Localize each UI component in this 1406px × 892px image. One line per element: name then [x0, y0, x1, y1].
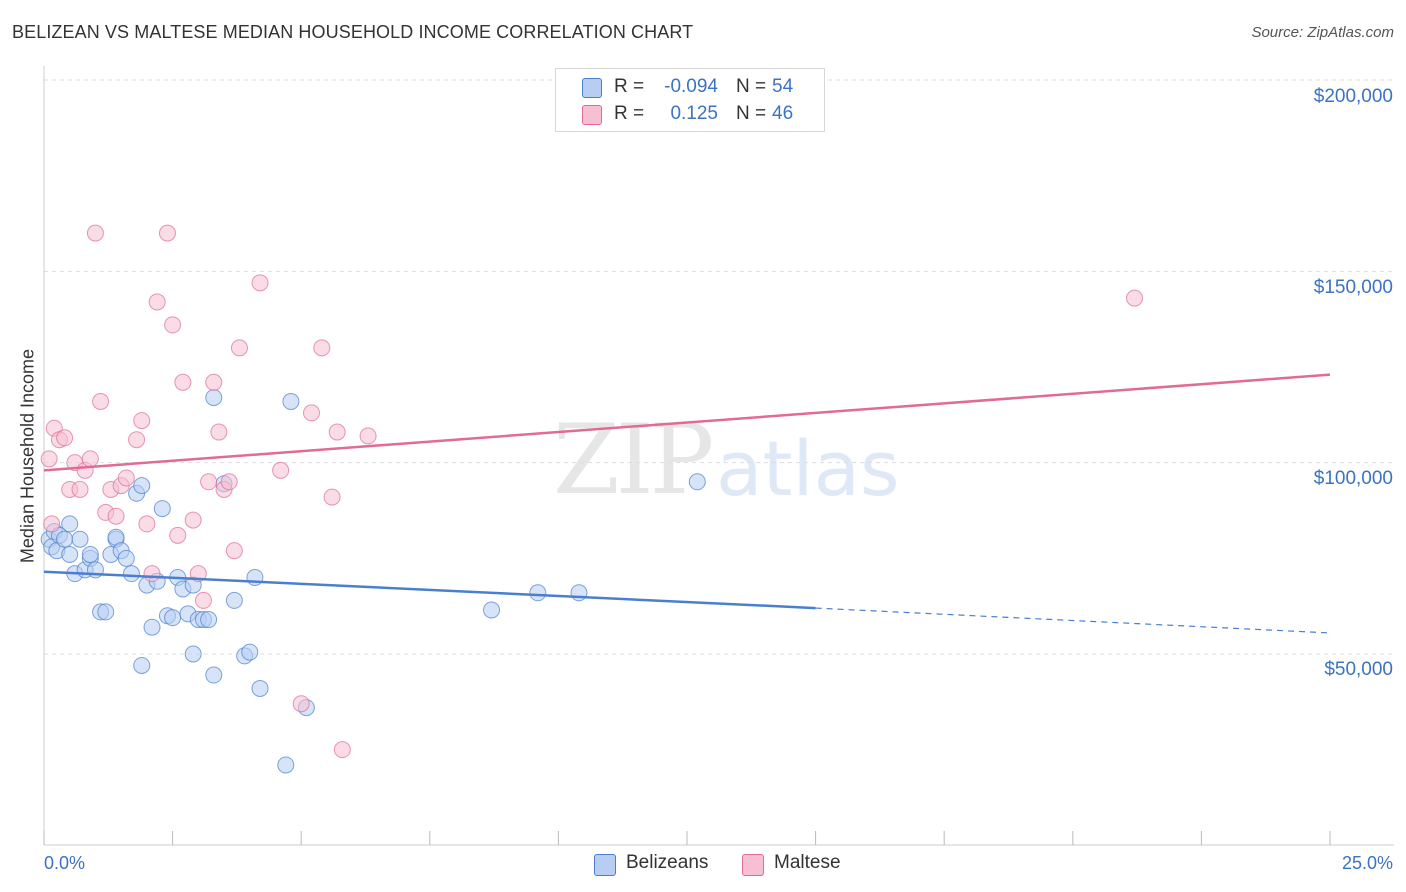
- legend-n-label: N =: [736, 103, 767, 124]
- x-tick-label-min: 0.0%: [44, 853, 86, 873]
- maltese-point: [117, 469, 135, 487]
- belizeans-point: [97, 603, 115, 621]
- belizeans-label: Belizeans: [626, 852, 709, 873]
- belizeans-point: [143, 618, 161, 636]
- maltese-label: Maltese: [774, 852, 841, 873]
- maltese-point: [92, 392, 110, 410]
- belizeans-point: [200, 611, 218, 629]
- y-tick-label-50000: $50,000: [1324, 659, 1393, 680]
- maltese-swatch: [742, 854, 764, 876]
- legend-r-label: R =: [614, 103, 645, 124]
- belizeans-point: [122, 565, 140, 583]
- maltese-point: [328, 423, 346, 441]
- maltese-point: [302, 404, 320, 422]
- maltese-point: [230, 339, 248, 357]
- legend-swatch-belizeans: [582, 78, 602, 98]
- belizeans-point: [688, 473, 706, 491]
- maltese-point: [323, 488, 341, 506]
- legend-row-maltese: R = 0.125 N = 46: [556, 101, 824, 127]
- maltese-point: [71, 480, 89, 498]
- belizeans-point: [277, 756, 295, 774]
- belizeans-point: [133, 477, 151, 495]
- maltese-point: [220, 473, 238, 491]
- maltese-point: [184, 511, 202, 529]
- belizeans-trend-extension: [815, 607, 1331, 634]
- belizeans-point: [164, 609, 182, 627]
- belizeans-point: [483, 601, 501, 619]
- chart-title: BELIZEAN VS MALTESE MEDIAN HOUSEHOLD INC…: [12, 22, 694, 42]
- maltese-point: [86, 224, 104, 242]
- maltese-point: [158, 224, 176, 242]
- y-tick-label-150000: $150,000: [1313, 277, 1393, 298]
- maltese-point: [359, 427, 377, 445]
- belizeans-point: [56, 530, 74, 548]
- legend-r-value: -0.094: [664, 76, 718, 97]
- maltese-point: [107, 507, 125, 525]
- x-tick-label-max: 25.0%: [1341, 853, 1393, 873]
- maltese-point: [251, 274, 269, 292]
- legend-n-label: N =: [736, 76, 767, 97]
- correlation-legend: R = -0.094 N = 54 R = 0.125 N = 46: [555, 68, 825, 132]
- maltese-point: [40, 450, 58, 468]
- belizeans-point: [241, 643, 259, 661]
- maltese-point: [56, 429, 74, 447]
- belizeans-swatch: [594, 854, 616, 876]
- chart-source: Source: ZipAtlas.com: [1251, 24, 1394, 41]
- maltese-point: [200, 473, 218, 491]
- belizeans-point: [282, 392, 300, 410]
- belizeans-point: [205, 389, 223, 407]
- belizeans-point: [205, 666, 223, 684]
- belizeans-point: [251, 679, 269, 697]
- maltese-point: [272, 461, 290, 479]
- belizeans-point: [61, 515, 79, 533]
- maltese-point: [81, 450, 99, 468]
- belizeans-point: [71, 530, 89, 548]
- maltese-trend-line: [43, 373, 1331, 472]
- maltese-point: [210, 423, 228, 441]
- maltese-point: [292, 695, 310, 713]
- maltese-point: [225, 542, 243, 560]
- maltese-point: [133, 412, 151, 430]
- belizeans-point: [153, 500, 171, 518]
- belizeans-point: [529, 584, 547, 602]
- maltese-point: [333, 741, 351, 759]
- maltese-point: [194, 591, 212, 609]
- watermark-atlas: atlas: [716, 424, 900, 513]
- maltese-point: [148, 293, 166, 311]
- y-tick-label-100000: $100,000: [1313, 468, 1393, 489]
- legend-row-belizeans: R = -0.094 N = 54: [556, 74, 824, 100]
- y-tick-label-200000: $200,000: [1313, 86, 1393, 107]
- maltese-point: [313, 339, 331, 357]
- belizeans-point: [117, 549, 135, 567]
- maltese-point: [169, 526, 187, 544]
- y-axis-label: Median Household Income: [17, 348, 38, 564]
- legend-n-value: 46: [772, 103, 794, 124]
- belizeans-point: [81, 546, 99, 564]
- maltese-point: [138, 515, 156, 533]
- maltese-point: [128, 431, 146, 449]
- maltese-point: [174, 373, 192, 391]
- maltese-point: [205, 373, 223, 391]
- maltese-point: [1126, 289, 1144, 307]
- maltese-point: [143, 565, 161, 583]
- maltese-point: [164, 316, 182, 334]
- belizeans-point: [61, 546, 79, 564]
- legend-r-value: 0.125: [670, 103, 718, 124]
- legend-swatch-maltese: [582, 105, 602, 125]
- belizeans-point: [133, 656, 151, 674]
- belizeans-trend-line: [43, 570, 816, 610]
- maltese-point: [43, 515, 61, 533]
- belizeans-point: [225, 591, 243, 609]
- legend-n-value: 54: [772, 76, 794, 97]
- legend-r-label: R =: [614, 76, 645, 97]
- belizeans-point: [184, 645, 202, 663]
